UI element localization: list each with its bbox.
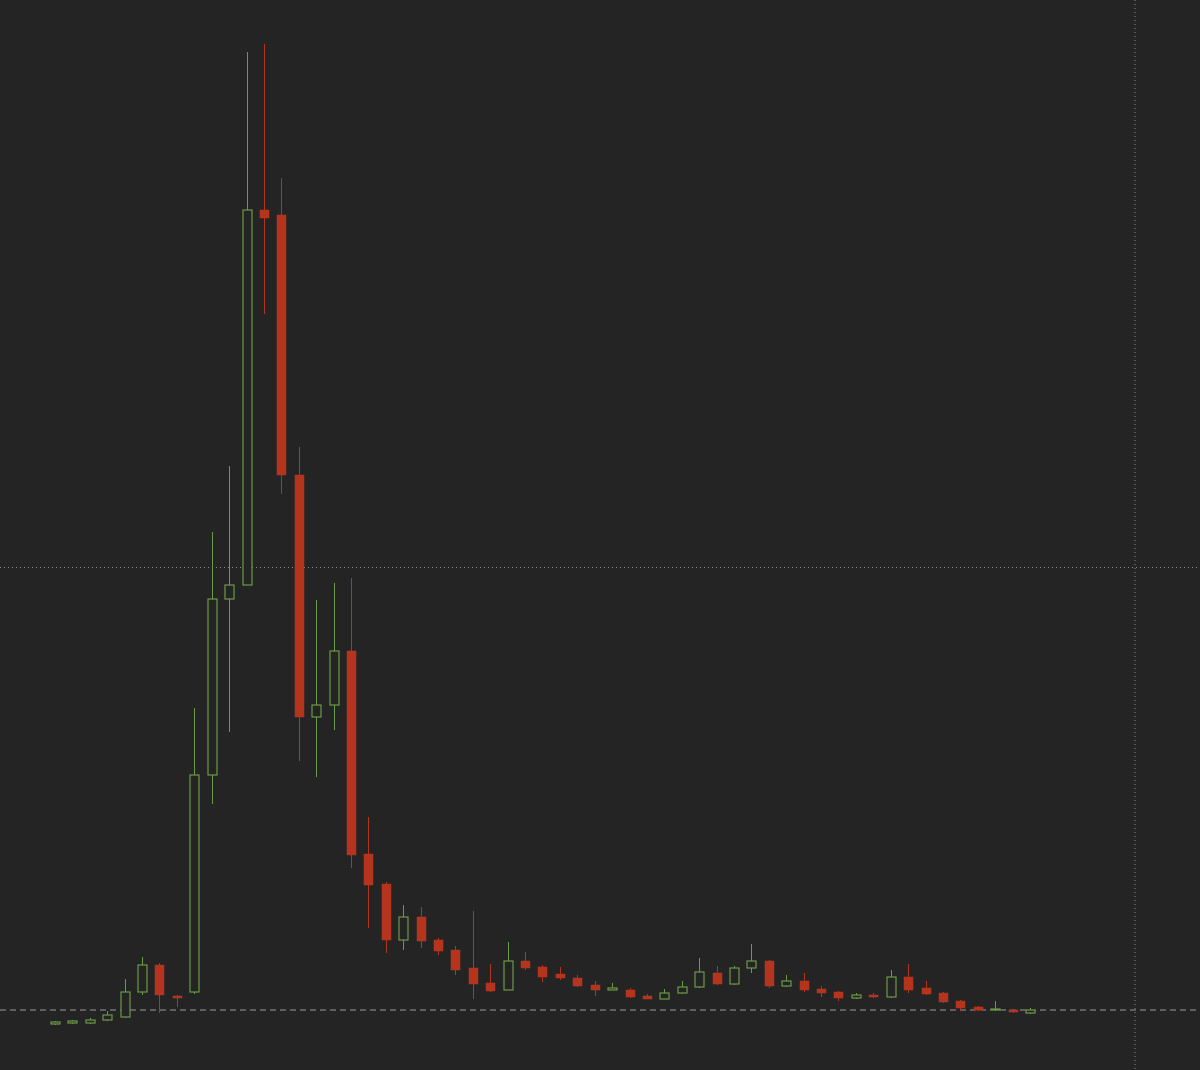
candle-body [1025,1009,1036,1014]
candle-body [189,774,200,993]
candle-body [120,991,131,1018]
candle-body [520,960,531,969]
candle-body [938,992,949,1003]
candle-body [729,967,740,985]
candle-body [503,960,514,991]
candle-body [590,984,601,991]
candle-body [677,986,688,994]
candle-body [154,964,165,996]
candle-body [276,214,287,476]
candle-body [625,989,636,998]
candle-body [85,1019,96,1024]
candle-body [659,992,670,1000]
candle-body [67,1020,78,1024]
candle-body [207,598,218,776]
candle-body [433,939,444,952]
candle-body [50,1021,61,1025]
candle-body [137,964,148,993]
candle-body [921,987,932,995]
candle-body [363,853,374,886]
candle-body [102,1014,113,1021]
candle-body [903,976,914,991]
candle-body [764,960,775,987]
candle-body [224,584,235,600]
candle-body [398,916,409,941]
candle-body [799,980,810,991]
candle-body [746,960,757,969]
candle-body [973,1006,984,1011]
candle-body [329,650,340,706]
candle-body [346,650,357,856]
candle-body [537,966,548,978]
candle-body [485,982,496,992]
candle-body [694,971,705,988]
candle-body [381,883,392,941]
candle-body [468,967,479,985]
candle-body [816,988,827,994]
candle-body [607,987,618,991]
candle-body [416,916,427,942]
candle-body [833,991,844,999]
candle-body [242,209,253,586]
candle-body [311,704,322,718]
candle-body [572,977,583,987]
candle-body [642,995,653,1000]
candle-body [712,972,723,985]
candle-body [955,1000,966,1009]
candle-body [781,980,792,987]
candle-body [990,1008,1001,1011]
candle-body [450,949,461,971]
candle-body [868,994,879,998]
candle-body [294,474,305,718]
candle-body [259,209,270,219]
candle-body [555,973,566,979]
candle-body [886,976,897,998]
candle-body [851,994,862,999]
candle-body [172,995,183,999]
candle-body [1008,1009,1019,1013]
